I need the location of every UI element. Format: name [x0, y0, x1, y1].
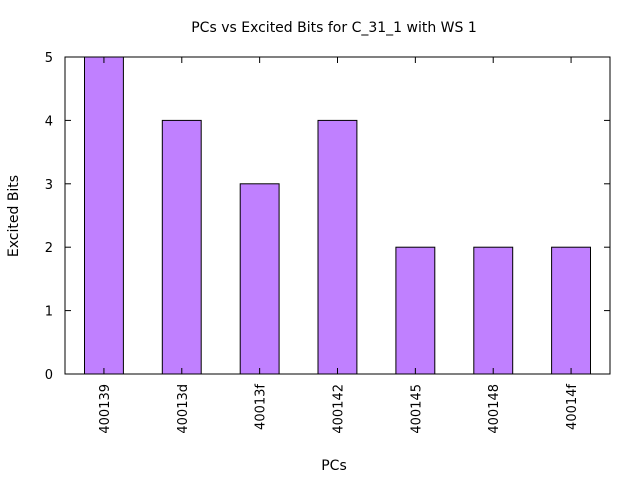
bar-400142 — [317, 119, 358, 375]
y-tick-label: 4 — [45, 114, 53, 129]
bars-group — [84, 56, 591, 375]
x-tick-label: 400145 — [409, 384, 424, 434]
bar-400139 — [84, 56, 124, 375]
x-tick-label: 40013d — [176, 384, 191, 434]
y-tick-label: 3 — [45, 178, 53, 193]
y-tick-label: 0 — [45, 368, 53, 383]
y-tick-label: 1 — [45, 305, 53, 320]
y-axis-ticks: 0 1 2 3 4 5 — [45, 51, 610, 383]
y-tick-label: 2 — [45, 241, 53, 256]
x-tick-label: 400148 — [487, 384, 502, 434]
x-tick-label: 400142 — [332, 384, 347, 434]
y-axis-label: Excited Bits — [6, 175, 22, 257]
x-axis-label: PCs — [321, 458, 347, 474]
bar-40014f — [551, 246, 591, 375]
bar-40013d — [161, 119, 202, 375]
y-tick-label: 5 — [45, 51, 53, 66]
chart-title: PCs vs Excited Bits for C_31_1 with WS 1 — [191, 20, 477, 36]
x-tick-label: 400139 — [98, 384, 113, 434]
x-tick-label: 40013f — [254, 384, 269, 430]
bar-400148 — [473, 246, 514, 375]
bar-40013f — [239, 183, 280, 375]
x-axis-ticks: 400139 40013d 40013f 400142 400145 400148 4001… — [98, 57, 580, 434]
bar-400145 — [395, 246, 436, 375]
x-tick-label: 40014f — [565, 384, 580, 430]
